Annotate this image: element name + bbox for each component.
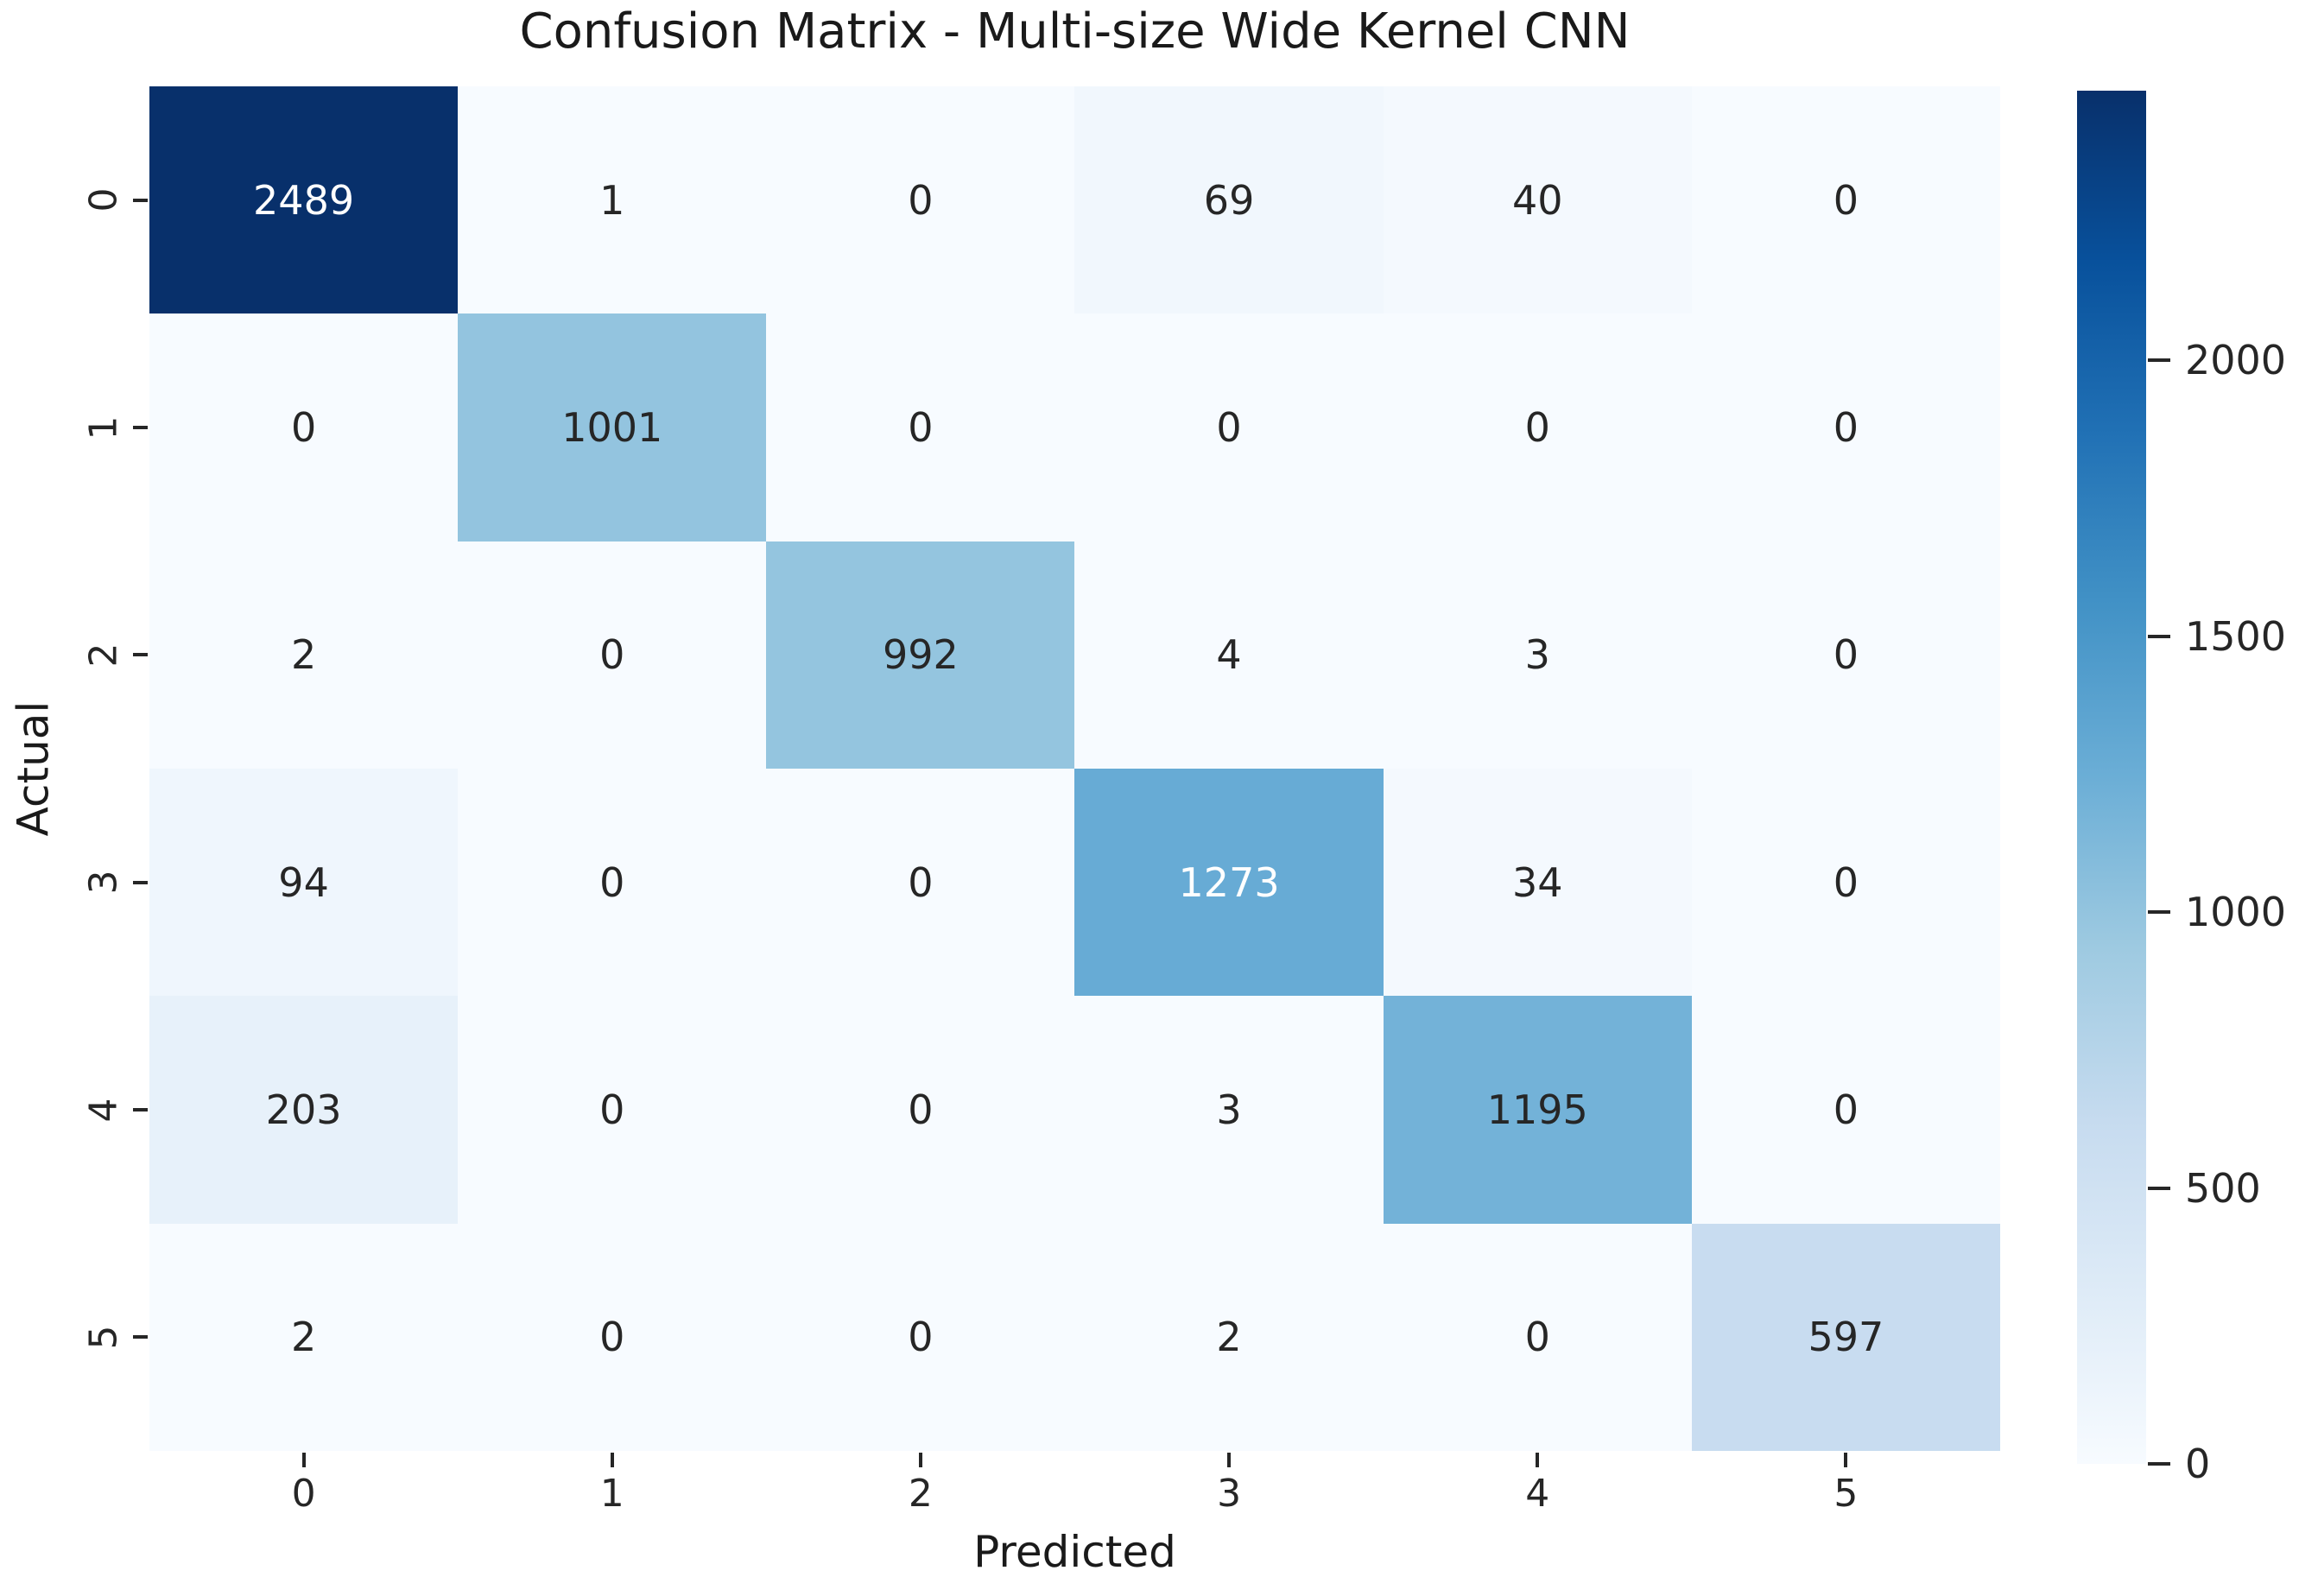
y-tick-mark-5: [133, 1335, 148, 1340]
colorbar-tick-mark-1500: [2148, 634, 2170, 638]
x-tick-label-2: 2: [908, 1472, 933, 1516]
colorbar-tick-label-2000: 2000: [2185, 337, 2287, 384]
y-tick-mark-1: [133, 426, 148, 429]
matrix-cell-r1-c5: 0: [1691, 314, 2000, 542]
x-tick-mark-2: [918, 1453, 922, 1467]
matrix-cell-r2-c5: 0: [1691, 541, 2000, 769]
y-tick-label-3: 3: [81, 870, 126, 895]
matrix-cell-r0-c0: 2489: [149, 86, 459, 314]
matrix-cell-r5-c4: 0: [1383, 1223, 1692, 1451]
y-tick-mark-3: [133, 880, 148, 884]
chart-title: Confusion Matrix - Multi-size Wide Kerne…: [519, 3, 1631, 60]
matrix-cell-r0-c5: 0: [1691, 86, 2000, 314]
matrix-cell-r2-c4: 3: [1383, 541, 1692, 769]
matrix-cell-r0-c2: 0: [766, 86, 1075, 314]
x-tick-mark-3: [1227, 1453, 1232, 1467]
matrix-cell-r3-c2: 0: [766, 769, 1075, 997]
y-tick-label-2: 2: [81, 643, 126, 668]
matrix-cell-r1-c1: 1001: [458, 314, 767, 542]
matrix-cell-r5-c3: 2: [1074, 1223, 1384, 1451]
colorbar-tick-mark-1000: [2148, 910, 2170, 915]
colorbar: [2077, 91, 2146, 1464]
colorbar-tick-mark-2000: [2148, 358, 2170, 363]
matrix-cell-r4-c0: 203: [149, 996, 459, 1224]
colorbar-tick-label-1000: 1000: [2185, 889, 2287, 936]
matrix-cell-r0-c1: 1: [458, 86, 767, 314]
matrix-cell-r1-c3: 0: [1074, 314, 1384, 542]
x-tick-label-3: 3: [1217, 1472, 1242, 1516]
colorbar-tick-label-1500: 1500: [2185, 612, 2287, 660]
colorbar-tick-mark-0: [2148, 1462, 2170, 1466]
matrix-cell-r4-c3: 3: [1074, 996, 1384, 1224]
matrix-cell-r1-c2: 0: [766, 314, 1075, 542]
matrix-cell-r1-c0: 0: [149, 314, 459, 542]
matrix-cell-r3-c3: 1273: [1074, 769, 1384, 997]
matrix-cell-r0-c4: 40: [1383, 86, 1692, 314]
y-tick-label-0: 0: [81, 187, 126, 212]
y-axis-label-text: Actual: [8, 700, 59, 837]
matrix-cell-r4-c1: 0: [458, 996, 767, 1224]
matrix-cell-r2-c0: 2: [149, 541, 459, 769]
matrix-cell-r3-c4: 34: [1383, 769, 1692, 997]
y-axis-label: Actual: [5, 86, 60, 1451]
y-tick-mark-4: [133, 1108, 148, 1112]
matrix-cell-r0-c3: 69: [1074, 86, 1384, 314]
matrix-cell-r2-c1: 0: [458, 541, 767, 769]
matrix-cell-r3-c1: 0: [458, 769, 767, 997]
matrix-cell-r5-c5: 597: [1691, 1223, 2000, 1451]
matrix-cell-r5-c0: 2: [149, 1223, 459, 1451]
x-tick-label-1: 1: [599, 1472, 624, 1516]
y-tick-label-4: 4: [81, 1098, 126, 1122]
matrix-cell-r1-c4: 0: [1383, 314, 1692, 542]
matrix-cell-r4-c5: 0: [1691, 996, 2000, 1224]
matrix-cell-r3-c5: 0: [1691, 769, 2000, 997]
x-axis-label: Predicted: [973, 1527, 1176, 1577]
matrix-cell-r4-c2: 0: [766, 996, 1075, 1224]
matrix-cell-r5-c2: 0: [766, 1223, 1075, 1451]
colorbar-tick-label-500: 500: [2185, 1164, 2261, 1212]
heatmap-grid: 2489 1 0 69 40 0 0 1001 0 0 0 0 2 0 992 4 3 0 94 0 0 1273 34 0 2…: [149, 86, 2000, 1451]
y-tick-mark-0: [133, 198, 148, 202]
y-tick-label-5: 5: [81, 1325, 126, 1350]
matrix-cell-r4-c4: 1195: [1383, 996, 1692, 1224]
x-tick-mark-4: [1536, 1453, 1540, 1467]
matrix-cell-r5-c1: 0: [458, 1223, 767, 1451]
x-tick-label-4: 4: [1525, 1472, 1550, 1516]
x-tick-mark-5: [1844, 1453, 1848, 1467]
matrix-cell-r2-c2: 992: [766, 541, 1075, 769]
colorbar-tick-label-0: 0: [2185, 1441, 2211, 1487]
x-tick-mark-1: [610, 1453, 614, 1467]
x-tick-label-5: 5: [1834, 1472, 1859, 1516]
y-tick-mark-2: [133, 653, 148, 657]
x-tick-mark-0: [301, 1453, 306, 1467]
y-tick-label-1: 1: [81, 415, 126, 440]
matrix-cell-r2-c3: 4: [1074, 541, 1384, 769]
colorbar-tick-mark-500: [2148, 1186, 2170, 1190]
x-tick-label-0: 0: [291, 1472, 316, 1516]
matrix-cell-r3-c0: 94: [149, 769, 459, 997]
